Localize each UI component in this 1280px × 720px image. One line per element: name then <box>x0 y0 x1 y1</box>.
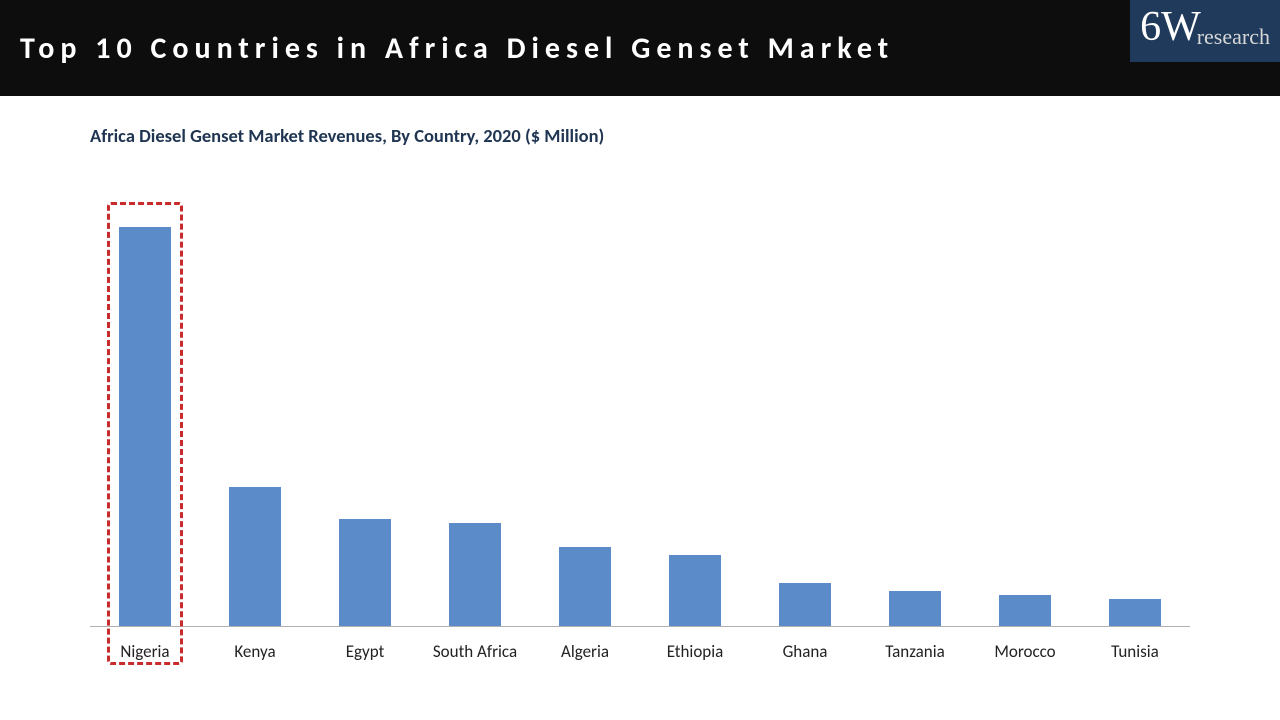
bar <box>119 227 171 627</box>
bar-slot <box>200 207 310 627</box>
bar-slot <box>640 207 750 627</box>
bars-container <box>90 207 1190 627</box>
x-axis-label: South Africa <box>420 627 530 667</box>
bar <box>1109 599 1161 627</box>
bar-slot <box>1080 207 1190 627</box>
x-axis-label: Algeria <box>530 627 640 667</box>
x-axis-label: Egypt <box>310 627 420 667</box>
bar-slot <box>310 207 420 627</box>
bar-slot <box>860 207 970 627</box>
bar <box>559 547 611 627</box>
x-axis-labels: NigeriaKenyaEgyptSouth AfricaAlgeriaEthi… <box>90 627 1190 667</box>
bar-slot <box>750 207 860 627</box>
brand-logo: 6W research <box>1130 0 1280 62</box>
page-title: Top 10 Countries in Africa Diesel Genset… <box>20 30 894 67</box>
logo-main-text: 6W <box>1140 6 1201 48</box>
x-axis-label: Morocco <box>970 627 1080 667</box>
x-axis-label: Tunisia <box>1080 627 1190 667</box>
logo-sub-text: research <box>1197 24 1270 50</box>
bar <box>229 487 281 627</box>
x-axis-label: Ghana <box>750 627 860 667</box>
bar-slot <box>970 207 1080 627</box>
bar-slot <box>530 207 640 627</box>
content-area: Africa Diesel Genset Market Revenues, By… <box>0 96 1280 667</box>
bar <box>999 595 1051 627</box>
chart-subtitle: Africa Diesel Genset Market Revenues, By… <box>90 124 1190 147</box>
bar <box>669 555 721 627</box>
x-axis-label: Ethiopia <box>640 627 750 667</box>
header-bar: Top 10 Countries in Africa Diesel Genset… <box>0 0 1280 96</box>
bar <box>779 583 831 627</box>
bar <box>449 523 501 627</box>
revenue-bar-chart: NigeriaKenyaEgyptSouth AfricaAlgeriaEthi… <box>90 207 1190 667</box>
x-axis-label: Kenya <box>200 627 310 667</box>
bar-slot <box>420 207 530 627</box>
x-axis-label: Nigeria <box>90 627 200 667</box>
x-axis-label: Tanzania <box>860 627 970 667</box>
bar <box>889 591 941 627</box>
bar <box>339 519 391 627</box>
bar-slot <box>90 207 200 627</box>
